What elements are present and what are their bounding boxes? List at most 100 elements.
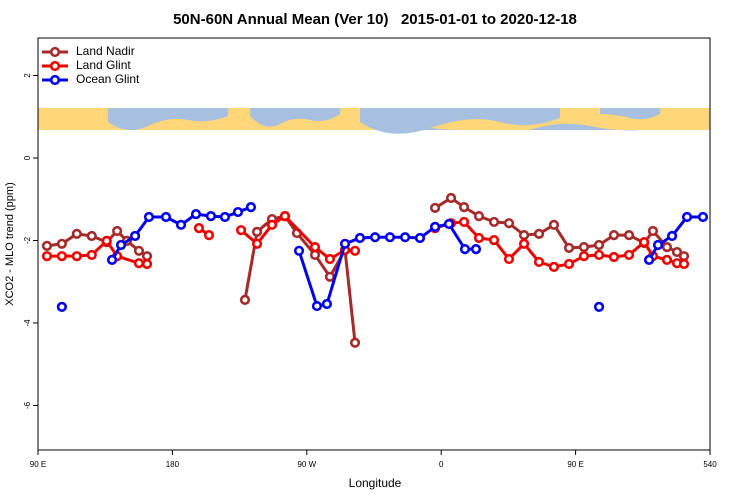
x-tick-label: 90 E — [30, 460, 46, 469]
point — [458, 201, 470, 213]
point — [608, 251, 620, 263]
chart-title: 50N-60N Annual Mean (Ver 10) 2015-01-01 … — [173, 11, 577, 28]
legend-marker — [49, 74, 61, 86]
point — [563, 258, 575, 270]
point — [239, 294, 251, 305]
point — [309, 249, 321, 261]
point — [86, 249, 97, 261]
y-tick-label: -6 — [23, 401, 32, 409]
point — [488, 234, 500, 246]
point — [203, 230, 215, 241]
legend-label: Land Glint — [76, 58, 131, 72]
point — [71, 251, 82, 262]
point — [354, 232, 366, 244]
point — [652, 239, 664, 251]
point — [349, 245, 361, 256]
point — [518, 238, 530, 249]
point — [623, 230, 635, 241]
point — [86, 230, 97, 242]
point — [41, 251, 53, 262]
x-tick-label: 0 — [439, 460, 444, 469]
point — [129, 230, 141, 242]
x-tick-label: 540 — [703, 460, 717, 469]
x-tick-label: 90 W — [297, 460, 316, 469]
point — [445, 192, 457, 204]
point — [266, 219, 278, 230]
point — [175, 219, 187, 230]
point — [293, 245, 305, 256]
point — [324, 271, 336, 282]
series-line — [46, 196, 685, 343]
point — [190, 209, 202, 220]
point — [384, 232, 396, 243]
point — [578, 251, 590, 262]
point — [349, 337, 361, 348]
legend-label: Land Nadir — [76, 44, 135, 58]
point — [473, 211, 485, 222]
legend-label: Ocean Glint — [76, 72, 140, 86]
point — [101, 235, 112, 247]
point — [399, 232, 411, 243]
y-tick-label: 2 — [23, 73, 32, 78]
point — [115, 239, 127, 251]
point — [563, 242, 575, 254]
x-axis-label: Longitude — [349, 476, 402, 490]
point — [141, 258, 153, 270]
point — [470, 244, 482, 255]
point — [193, 223, 205, 234]
point — [678, 258, 690, 270]
point — [141, 251, 153, 262]
plot-frame — [37, 37, 711, 451]
x-tick-label: 180 — [166, 460, 180, 469]
x-tick-label: 90 E — [567, 460, 583, 469]
point — [548, 219, 560, 230]
point — [643, 254, 655, 265]
point — [443, 218, 455, 230]
point — [623, 249, 635, 261]
point — [647, 225, 659, 237]
point — [245, 201, 257, 213]
point — [429, 221, 441, 232]
point — [133, 258, 145, 269]
point — [106, 254, 118, 265]
y-tick-label: -4 — [23, 319, 32, 327]
point — [219, 211, 231, 223]
point — [324, 253, 336, 265]
point — [608, 230, 620, 241]
point — [678, 251, 690, 262]
point — [503, 253, 515, 265]
point — [533, 256, 545, 268]
point — [112, 225, 123, 237]
point — [232, 206, 244, 218]
point — [593, 239, 605, 251]
point — [459, 244, 471, 255]
point — [279, 211, 291, 222]
point — [548, 261, 560, 272]
point — [578, 241, 590, 253]
point — [71, 228, 82, 239]
point — [56, 301, 67, 312]
point — [661, 254, 673, 265]
point — [41, 240, 53, 251]
point — [133, 245, 145, 256]
point — [235, 225, 247, 236]
point — [143, 211, 155, 223]
point — [671, 246, 683, 258]
point — [661, 241, 673, 253]
legend-marker — [49, 46, 61, 58]
point — [56, 251, 67, 262]
point — [518, 230, 530, 241]
point — [503, 218, 515, 229]
point — [697, 211, 709, 223]
point — [321, 298, 333, 310]
legend-marker — [49, 60, 61, 72]
series-line — [46, 214, 685, 269]
point — [681, 211, 693, 223]
point — [56, 238, 67, 249]
point — [458, 216, 470, 228]
point — [160, 211, 172, 223]
point — [309, 241, 321, 253]
point — [311, 300, 323, 312]
point — [339, 238, 351, 249]
